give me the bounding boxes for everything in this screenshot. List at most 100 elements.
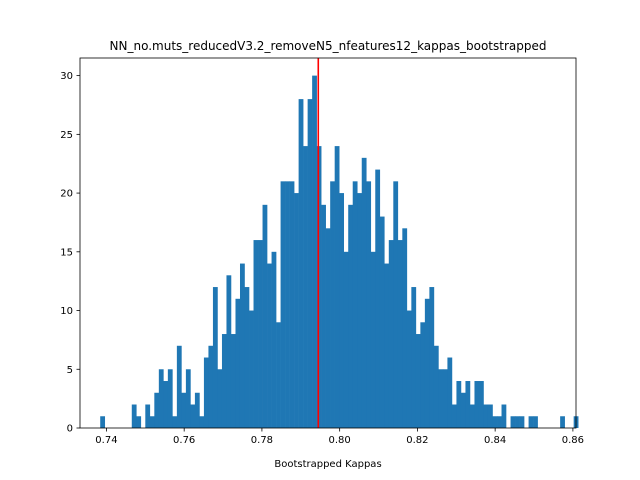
histogram-bar [375,169,381,429]
histogram-bar [366,181,372,428]
histogram-bar [501,404,507,428]
histogram-bar [361,157,367,429]
histogram-bar [343,251,349,428]
histogram-bar [397,240,403,428]
histogram-bars [100,75,579,429]
histogram-bar [181,392,187,428]
x-tick-label: 0.84 [484,435,506,446]
histogram-bar [492,416,498,428]
histogram-bar [285,181,290,428]
histogram-bar [149,416,155,428]
histogram-bar [294,193,299,428]
histogram-bar [433,345,439,428]
histogram-bar [510,416,516,428]
histogram-bar [176,345,182,428]
x-axis-ticks: 0.74 0.76 0.78 0.80 0.82 0.84 0.86 [95,428,584,446]
histogram-bar [348,204,354,428]
histogram-bar [469,404,475,428]
histogram-bar [497,416,502,428]
histogram-bar [456,381,462,428]
histogram-bar [420,322,426,428]
histogram-bar [334,146,340,428]
histogram-bar [217,369,223,428]
histogram-bar [221,334,227,428]
histogram-bar [199,416,205,428]
histogram-bar [280,181,286,428]
histogram-bar [136,416,142,428]
histogram-bar [438,369,444,428]
histogram-bar [312,75,317,428]
y-tick-label: 10 [60,306,73,317]
histogram-bar [100,416,106,428]
x-axis-label: Bootstrapped Kappas [274,459,381,470]
histogram-bar [131,404,137,428]
histogram-bar [483,404,489,428]
histogram-bar [519,416,525,428]
histogram-bar [253,240,259,428]
histogram-bar [447,357,453,428]
histogram-bar [289,181,295,428]
y-tick-label: 20 [60,189,73,200]
histogram-bar [226,275,232,428]
histogram-bar [487,404,493,428]
histogram-bar [379,216,385,428]
histogram-bar [415,334,421,428]
histogram-bar [158,369,164,428]
histogram-bar [330,181,335,428]
y-tick-label: 30 [60,71,73,82]
histogram-bar [249,310,254,428]
histogram-bar [244,287,250,428]
histogram-bar [298,99,304,428]
x-tick-label: 0.86 [562,435,584,446]
histogram-bar [339,193,345,428]
histogram-bar [276,322,281,428]
histogram-bar [442,369,448,428]
histogram-bar [388,240,394,428]
histogram-bar [208,345,214,428]
histogram-bar [235,298,241,428]
histogram-bar [451,404,457,428]
histogram-bar [411,287,417,428]
plot-frame [79,57,577,429]
histogram-bar [460,392,466,428]
histogram-bar [424,298,430,428]
histogram-bar [303,146,308,428]
x-tick-label: 0.80 [329,435,351,446]
histogram-bar [203,357,209,428]
histogram-bar [357,193,363,428]
histogram-bar [465,381,471,428]
chart-title: NN_no.muts_reducedV3.2_removeN5_nfeature… [110,39,547,53]
histogram-bar [239,263,245,428]
histogram-bar [406,310,412,428]
y-tick-label: 0 [67,424,73,435]
histogram-bar [352,181,358,428]
x-tick-label: 0.82 [406,435,428,446]
y-axis-ticks: 0 5 10 15 20 25 30 [60,71,80,435]
histogram-bar [429,287,435,428]
histogram-bar [154,392,160,428]
histogram-bar [194,392,200,428]
histogram-bar [393,181,399,428]
y-tick-label: 5 [67,365,73,376]
x-tick-label: 0.78 [251,435,273,446]
histogram-bar [533,416,538,428]
histogram-bar [190,404,196,428]
histogram-bar [271,251,277,428]
x-tick-label: 0.74 [95,435,117,446]
histogram-bar [370,251,376,428]
histogram-bar [307,99,313,428]
x-tick-label: 0.76 [173,435,195,446]
histogram-bar [145,404,151,428]
histogram-bar [267,263,272,428]
histogram-bar [560,416,565,428]
histogram-bar [212,287,218,428]
histogram-bar [474,381,480,428]
histogram-bar [262,204,268,428]
y-tick-label: 15 [60,247,73,258]
histogram-bar [478,381,484,428]
histogram-bar [321,204,326,428]
y-tick-label: 25 [60,130,73,141]
histogram-bar [528,416,534,428]
histogram-bar [384,263,390,428]
